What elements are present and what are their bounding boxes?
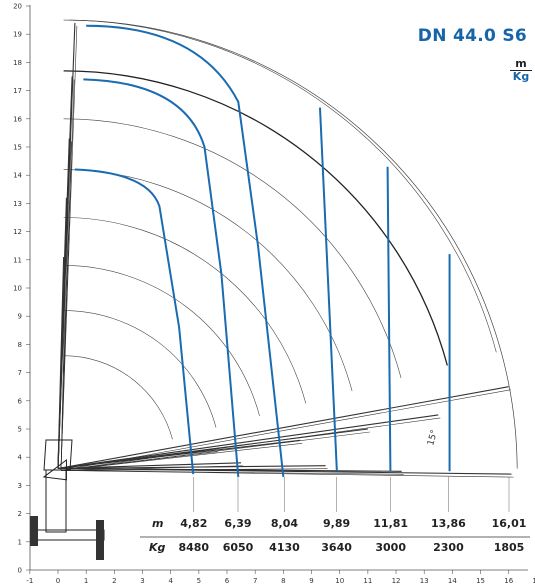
axes [29,5,528,571]
load-value: 3000 [375,541,406,554]
x-tick-label: 14 [448,577,457,585]
range-arc [63,265,260,416]
x-tick-label: 7 [253,577,257,585]
crane-base [33,529,105,541]
y-tick-label: 13 [13,200,22,208]
outer-envelope-arc [69,19,518,469]
y-tick-label: 11 [13,256,22,264]
range-arc [63,217,307,404]
boom-line-lower [60,470,404,475]
units-legend: m Kg [510,58,532,83]
range-arc [63,355,173,440]
y-tick-label: 18 [13,59,22,67]
x-tick-label: 0 [56,577,60,585]
y-tick-label: 4 [18,454,23,462]
y-tick-label: 19 [13,31,22,39]
range-arc [63,19,497,353]
load-value: 8480 [178,541,209,554]
y-tick-label: 2 [18,510,22,518]
x-tick-label: 6 [225,577,230,585]
load-curve [386,166,392,472]
x-tick-label: 16 [504,577,513,585]
boom-line [57,414,439,470]
y-tick-label: 10 [13,285,22,293]
boom-line [57,316,65,469]
weight-unit: Kg [512,70,530,83]
model-title: DN 44.0 S6 [417,26,527,46]
load-curve [318,107,338,472]
load-value: 4130 [269,541,300,554]
reach-value: 11,81 [373,517,408,530]
range-arc [63,310,217,428]
load-curve [74,168,195,475]
x-tick-label: 1 [84,577,88,585]
y-tick-label: 3 [18,482,22,490]
load-curve [86,24,285,478]
boom-line [57,462,242,470]
boom-line [57,386,509,470]
x-tick-label: 9 [309,577,313,585]
x-tick-label: 15 [476,577,485,585]
boom-line-lower [60,319,66,471]
load-table: m Kg 4,82 8480 6,39 6050 8,04 4130 9,89 3640 11,… [140,517,530,554]
y-tick-label: 7 [18,369,22,377]
reach-value: 6,39 [224,517,251,530]
range-arc [63,118,402,378]
load-value: 3640 [321,541,352,554]
load-row-label: Kg [149,541,166,554]
slewing-housing [43,439,73,471]
x-tick-label: -1 [26,577,33,585]
boom-positions [42,22,514,481]
x-tick-label: 10 [335,577,344,585]
y-tick-label: 16 [13,115,22,123]
y-tick-label: 1 [18,538,22,546]
load-value: 6050 [223,541,254,554]
y-tick-label: 9 [18,313,22,321]
y-tick-label: 12 [13,228,22,236]
y-tick-label: 8 [18,341,22,349]
range-arc [63,70,448,366]
reach-value: 13,86 [431,517,466,530]
boom-line-lower [60,259,66,471]
x-tick-label: 11 [363,577,372,585]
y-tick-label: 0 [18,567,22,575]
crane-illustration [30,439,105,560]
boom-line [57,448,216,470]
y-tick-label: 5 [18,426,22,434]
reach-row-label: m [152,517,163,530]
x-tick-label: 4 [168,577,173,585]
stabilizer-right [96,520,104,560]
y-tick-label: 20 [13,3,22,11]
x-tick-label: 3 [140,577,144,585]
range-arc [63,169,353,392]
x-tick-label: 17 [532,577,535,585]
reach-value: 16,01 [492,517,527,530]
load-curves [74,24,451,478]
x-tick-label: 2 [112,577,116,585]
reach-value: 9,89 [323,517,350,530]
angle-label: 15° [426,429,440,447]
reach-value: 8,04 [271,517,298,530]
load-value: 1805 [494,541,525,554]
y-tick-label: 17 [13,87,22,95]
x-tick-label: 13 [420,577,429,585]
y-tick-label: 14 [13,172,22,180]
x-tick-label: 5 [197,577,201,585]
length-unit: m [510,58,532,71]
reach-stations [193,476,510,512]
y-tick-label: 6 [18,397,23,405]
boom-line-lower [60,465,244,471]
load-value: 2300 [433,541,464,554]
load-curve [83,78,240,478]
y-tick-label: 15 [13,144,22,152]
reach-value: 4,82 [180,517,207,530]
stabilizer-left [30,516,38,546]
x-tick-label: 8 [281,577,285,585]
x-tick-label: 12 [392,577,401,585]
